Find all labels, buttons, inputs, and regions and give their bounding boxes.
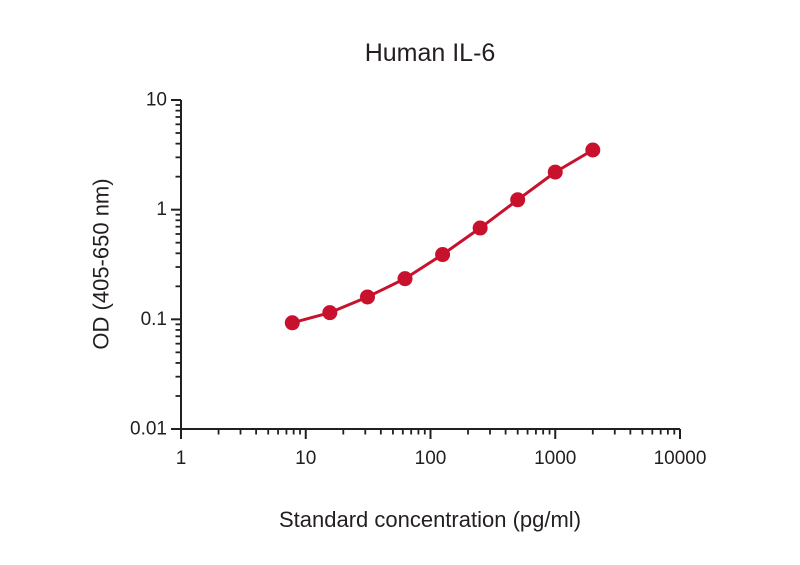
data-point [359,289,375,305]
x-axis-label: Standard concentration (pg/ml) [279,507,581,532]
y-tick-label: 10 [146,90,167,111]
x-tick-label: 10000 [654,448,707,469]
data-point [472,220,488,236]
y-tick-label: 0.01 [130,419,167,440]
y-tick-label: 0.1 [141,309,167,330]
axes-layer: 1 10 100 1000 10000 0.01 0.1 1 10 [130,90,706,469]
chart-title: Human IL-6 [365,39,496,67]
data-point [435,247,451,263]
data-point [510,192,526,208]
series-line [290,148,595,325]
x-tick-label: 1 [176,448,187,469]
data-point [284,315,300,331]
x-tick-label: 10 [295,448,316,469]
data-point [585,142,601,158]
series-layer [284,142,601,331]
y-tick-label: 1 [156,199,167,220]
data-point [322,305,338,321]
x-tick-label: 100 [415,448,447,469]
data-point [397,271,413,287]
data-point [547,164,563,180]
y-axis-label: OD (405-650 nm) [89,178,114,349]
x-tick-label: 1000 [534,448,576,469]
